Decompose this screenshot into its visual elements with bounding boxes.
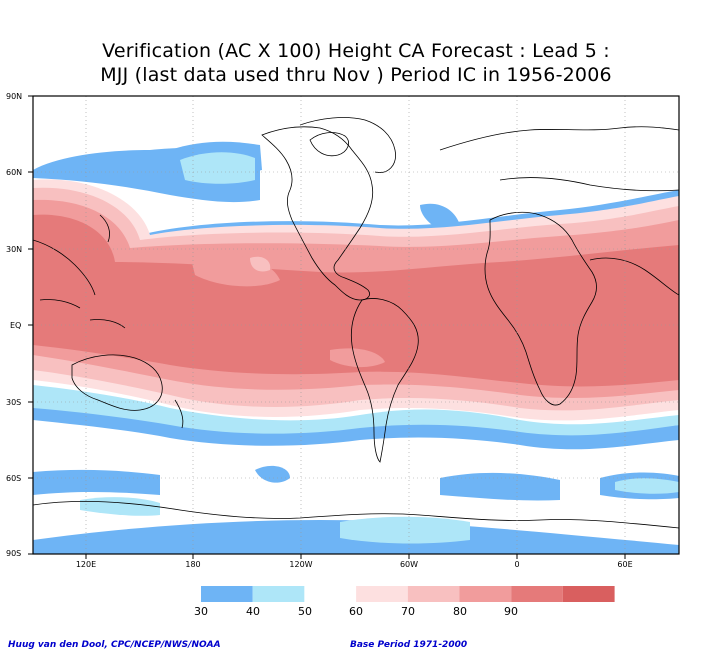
footer-credit: Huug van den Dool, CPC/NCEP/NWS/NOAA [8, 640, 221, 650]
lon-label-120e: 120E [75, 560, 97, 569]
lon-label-180: 180 [185, 560, 201, 569]
axis-ticks [28, 95, 626, 559]
legend-swatch-1 [252, 586, 305, 602]
lat-label-60s: 60S [6, 474, 22, 483]
legend-swatch-3 [356, 586, 408, 602]
lat-label-30s: 30S [6, 398, 22, 407]
lon-label-120w: 120W [289, 560, 313, 569]
legend-swatch-5 [459, 586, 512, 602]
legend-value-30: 30 [194, 605, 208, 618]
legend-swatch-0 [201, 586, 253, 602]
legend-value-70: 70 [401, 605, 415, 618]
lon-label-60w: 60W [399, 560, 419, 569]
legend-value-50: 50 [298, 605, 312, 618]
color-legend [201, 586, 615, 602]
footer-base-period: Base Period 1971-2000 [350, 640, 468, 650]
map-title-line2: MJJ (last data used thru Nov ) Period IC… [100, 64, 612, 86]
legend-swatch-4 [407, 586, 460, 602]
legend-swatch-2 [304, 586, 357, 602]
grid-lines [33, 96, 679, 554]
map-title-line1: Verification (AC X 100) Height CA Foreca… [102, 40, 610, 62]
legend-value-90: 90 [504, 605, 518, 618]
lat-label-90s: 90S [6, 549, 22, 558]
lon-label-60e: 60E [617, 560, 633, 569]
lat-label-60n: 60N [6, 168, 23, 177]
legend-value-80: 80 [453, 605, 467, 618]
lat-label-30n: 30N [6, 245, 23, 254]
legend-swatch-7 [562, 586, 615, 602]
coastlines [33, 117, 679, 529]
lon-label-0: 0 [514, 560, 520, 569]
legend-value-60: 60 [349, 605, 363, 618]
lat-label-90n: 90N [6, 92, 23, 101]
shaded-field [33, 96, 679, 554]
lat-label-eq: EQ [10, 321, 22, 330]
legend-value-40: 40 [246, 605, 260, 618]
legend-swatch-6 [511, 586, 563, 602]
contour-30-south [33, 395, 679, 450]
